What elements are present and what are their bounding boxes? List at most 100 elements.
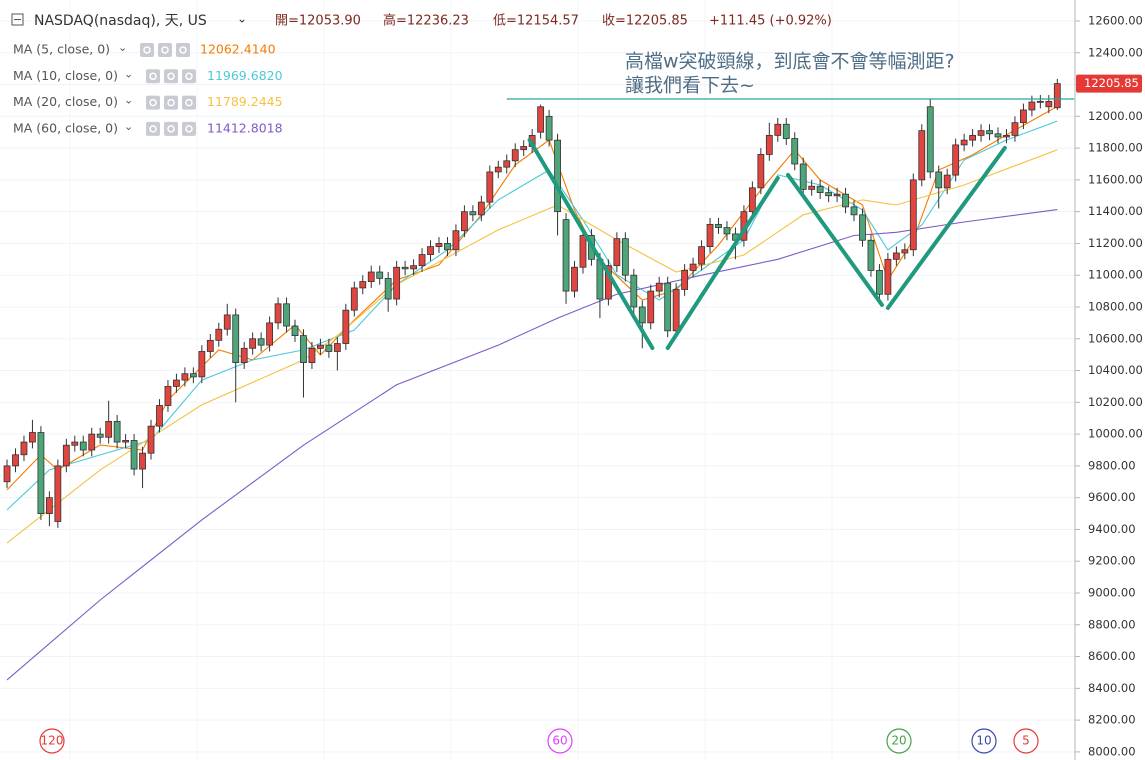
candle-body [45,497,53,514]
ohlc-label: 收=12205.85 [602,14,688,29]
candle-body [37,432,45,514]
candle-body [427,246,434,255]
legend-chevron[interactable]: ⌄ [124,67,133,80]
candle-body [850,206,858,216]
y-tick-label: 12400.00 [1088,45,1143,59]
candle-body [494,166,502,173]
y-tick-label: 8200.00 [1088,713,1136,727]
legend-icon-glyph [167,72,175,81]
candle-body [461,211,468,232]
collapse-icon[interactable] [11,13,24,26]
candle-body [571,266,578,292]
candle-body [977,130,985,136]
bar-count-label: 60 [552,734,567,748]
candle-body [698,246,705,265]
bar-count-label: 120 [41,734,64,748]
candle-body [291,325,299,336]
candle-body [350,287,358,311]
legend-icon[interactable] [164,69,178,84]
candle-body [613,238,621,267]
candle-body [825,192,833,197]
candle-body [359,281,367,289]
candle-body [223,314,231,330]
y-tick-label: 9000.00 [1088,586,1136,600]
legend-icon[interactable] [164,121,178,136]
legend-icon[interactable] [182,69,196,84]
bar-count-marker [886,728,912,754]
candle-body [579,235,587,268]
candle-body [774,123,782,136]
y-tick-label: 12600.00 [1088,13,1143,27]
trend-drawing [885,145,1007,310]
candle-body [181,373,189,381]
legend-icon[interactable] [146,95,160,110]
legend-name: MA (20, close, 0) [13,94,118,109]
annotation: 讓我們看下去~ [625,75,755,97]
legend-chevron[interactable]: ⌄ [124,120,133,133]
candle-body [257,338,265,346]
candle-body [206,339,214,352]
legend-icon-glyph [149,72,157,81]
legend-icon[interactable] [176,43,190,57]
trend-drawing [665,176,780,350]
candle-body [1003,134,1010,138]
candle-body [376,271,384,279]
candle-body [333,343,341,352]
candle-body [791,138,799,165]
legend-icon[interactable] [182,95,196,110]
ohlc-label: +111.45 (+0.92%) [709,14,832,29]
legend-icon[interactable] [146,69,160,84]
bar-count-marker [1013,728,1039,754]
y-tick-label: 11400.00 [1088,204,1143,218]
dropdown-chevron[interactable]: ⌄ [237,12,247,26]
legend-icon[interactable] [140,43,154,57]
legend-icon-glyph [167,125,175,133]
candle-body [1045,100,1053,108]
legend-icon-glyph [185,72,193,81]
candle-body [173,379,180,387]
candle-body [283,303,290,327]
y-tick-label: 8600.00 [1088,649,1136,663]
candle-body [621,238,629,276]
candle-body [681,270,689,290]
candle-body [909,179,917,251]
legend-chevron[interactable]: ⌄ [124,94,133,107]
last-price-box [1076,74,1142,93]
y-tick-label: 8000.00 [1088,744,1136,758]
legend-icon-glyph [149,98,157,107]
y-tick-label: 8400.00 [1088,681,1136,695]
y-tick-label: 10800.00 [1088,299,1143,313]
candle-body [943,174,951,189]
candle-body [29,432,36,443]
y-tick-label: 11600.00 [1088,172,1143,186]
candle-body [435,243,443,248]
candle-body [994,133,1002,138]
legend-chevron[interactable]: ⌄ [118,41,127,54]
y-tick-label: 10600.00 [1088,331,1143,345]
legend-value: 11789.2445 [207,94,283,109]
legend-icon[interactable] [164,95,178,110]
ohlc-label: 高=12236.23 [383,13,469,29]
legend-icon[interactable] [146,121,160,136]
candle-body [105,420,113,438]
legend-name: MA (10, close, 0) [13,68,118,83]
candle-body [655,282,663,292]
candle-body [71,441,79,446]
candle-body [554,139,561,213]
candle-body [706,223,714,248]
legend-icon-glyph [185,98,193,107]
candle-body [969,134,976,141]
candle-body [664,282,672,332]
legend-icon[interactable] [158,43,172,57]
candle-body [249,338,257,349]
candle-body [367,271,375,282]
candle-body [638,306,646,324]
candle-body [892,252,900,260]
candle-body [1011,122,1019,136]
candle-body [884,258,892,295]
candle-body [842,193,849,208]
y-tick-label: 9200.00 [1088,554,1136,568]
legend-icon[interactable] [182,121,196,136]
candle-body [918,130,926,181]
